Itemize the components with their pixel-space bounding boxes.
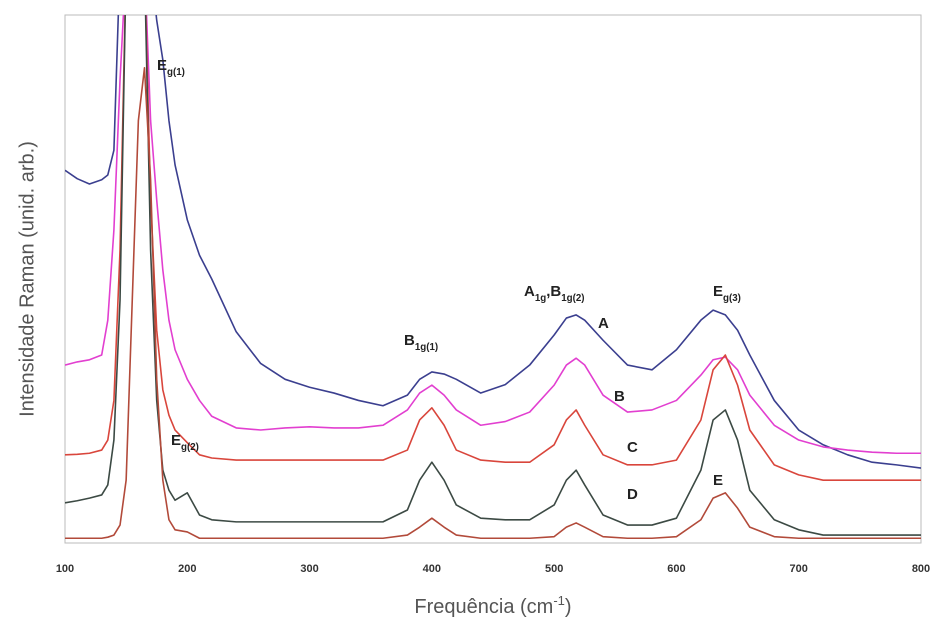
x-tick-label: 500 [545, 563, 563, 575]
series-label: D [627, 486, 638, 503]
x-tick-label: 600 [667, 563, 685, 575]
peak-annotation: Eg(3) [713, 283, 741, 304]
peak-annotation-part: B [404, 332, 415, 349]
plot-frame [64, 14, 922, 544]
peak-annotation-part: E [713, 283, 723, 300]
peak-annotation: Eg(2) [171, 432, 199, 453]
x-axis-label-part: Frequência (cm [414, 596, 553, 618]
series-label: E [713, 472, 723, 489]
peak-annotation: Eg(1) [157, 57, 185, 78]
series-line [65, 15, 921, 536]
x-tick-label: 800 [912, 563, 930, 575]
x-tick-label: 400 [423, 563, 441, 575]
series-line [65, 15, 921, 469]
series-label: A [598, 315, 609, 332]
plot-area [65, 15, 921, 540]
series-line [65, 67, 921, 540]
peak-annotation-part: g(1) [167, 67, 185, 78]
series-line [65, 15, 921, 455]
x-tick-label: 200 [178, 563, 196, 575]
peak-annotation: A1g,B1g(2) [524, 283, 585, 304]
peak-annotation-part: 1g(1) [415, 342, 438, 353]
series-label: B [614, 388, 625, 405]
x-axis-label: Frequência (cm-1) [414, 593, 571, 618]
x-tick-label: 700 [790, 563, 808, 575]
y-axis-label: Intensidade Raman (unid. arb.) [16, 141, 38, 417]
x-tick-label: 300 [300, 563, 318, 575]
peak-annotation-part: E [171, 432, 181, 449]
peak-annotation: B1g(1) [404, 332, 438, 353]
peak-annotation-part: 1g(2) [561, 293, 584, 304]
series-label: C [627, 439, 638, 456]
peak-annotation-part: E [157, 57, 167, 74]
peak-annotation-part: g(2) [181, 442, 199, 453]
x-axis-label-part: -1 [553, 593, 565, 608]
peak-annotation-part: g(3) [723, 293, 741, 304]
peak-annotation-part: A [524, 283, 535, 300]
peak-annotation-part: 1g [535, 293, 546, 304]
series-line [65, 15, 921, 481]
x-tick-label: 100 [56, 563, 74, 575]
x-axis-label-part: ) [565, 596, 572, 618]
peak-annotation-part: ,B [546, 283, 561, 300]
